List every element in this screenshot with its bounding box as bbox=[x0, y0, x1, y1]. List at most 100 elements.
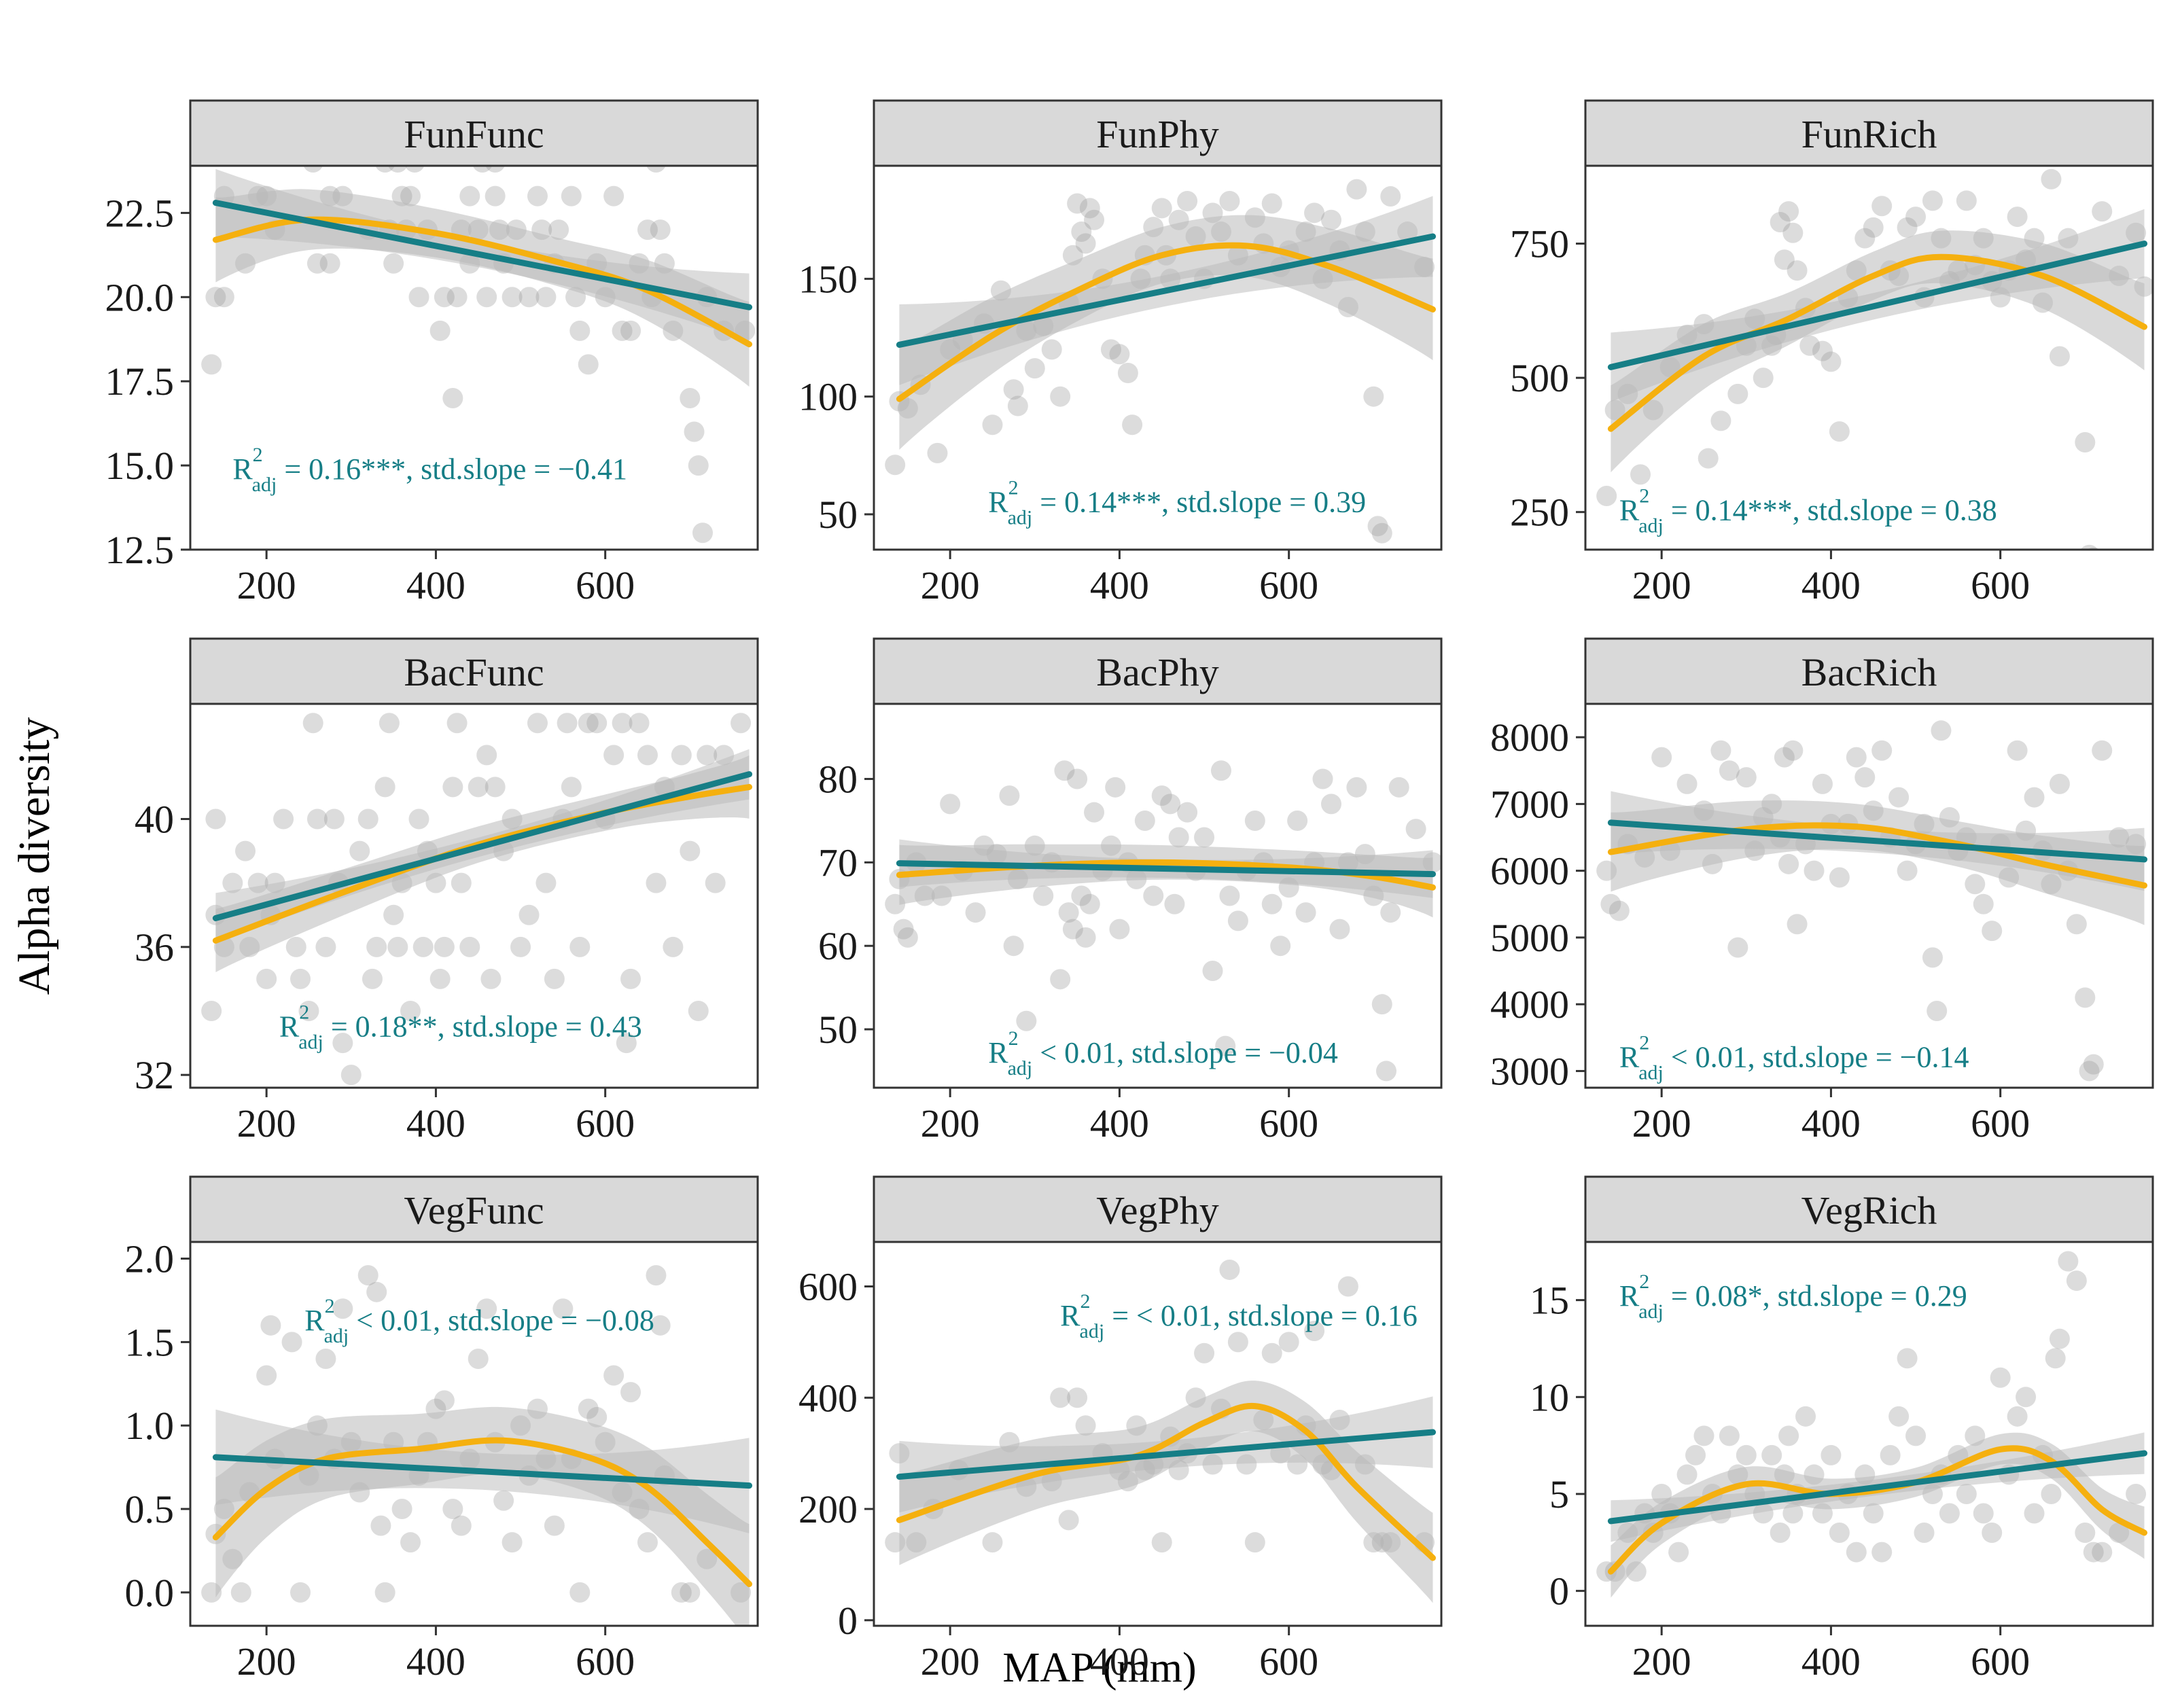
data-point bbox=[485, 166, 505, 173]
data-point bbox=[650, 1315, 671, 1336]
x-tick-label: 400 bbox=[1801, 1639, 1861, 1684]
data-point bbox=[374, 1582, 395, 1603]
data-point bbox=[1405, 819, 1426, 840]
data-point bbox=[897, 927, 918, 948]
data-point bbox=[544, 968, 565, 989]
y-tick-label: 100 bbox=[798, 375, 858, 419]
data-point bbox=[1774, 249, 1795, 270]
smooth-fit-line bbox=[212, 1437, 752, 1588]
y-tick-label: 5 bbox=[1549, 1472, 1569, 1516]
x-tick-label: 200 bbox=[1632, 563, 1691, 607]
data-point bbox=[2007, 207, 2028, 228]
data-point bbox=[1105, 777, 1126, 798]
panel-border bbox=[189, 1241, 759, 1627]
data-point bbox=[2007, 1406, 2028, 1427]
x-tick-label: 600 bbox=[1971, 1101, 2030, 1145]
data-point bbox=[569, 1582, 591, 1603]
data-point bbox=[374, 777, 395, 798]
data-point bbox=[1846, 1542, 1867, 1563]
data-point bbox=[1346, 777, 1367, 798]
data-point bbox=[1219, 885, 1240, 906]
y-tick-label: 12.5 bbox=[105, 528, 175, 572]
facet-strip bbox=[873, 637, 1443, 705]
data-point bbox=[688, 455, 709, 476]
data-point bbox=[1782, 1503, 1804, 1524]
data-point bbox=[578, 713, 599, 734]
data-point bbox=[927, 442, 948, 463]
data-point bbox=[442, 1499, 463, 1520]
y-tick-label: 0 bbox=[838, 1599, 858, 1643]
panel-border bbox=[189, 702, 759, 1089]
y-tick-label: 200 bbox=[798, 1487, 858, 1531]
data-point bbox=[323, 808, 345, 830]
data-point bbox=[375, 166, 395, 173]
data-point bbox=[290, 968, 311, 989]
data-point bbox=[680, 840, 701, 861]
data-point bbox=[1194, 1342, 1215, 1364]
data-point bbox=[2058, 1251, 2079, 1272]
data-point bbox=[1770, 211, 1791, 232]
data-point bbox=[1054, 760, 1075, 781]
linear-fit-line bbox=[212, 1454, 753, 1489]
facet-title: VegPhy bbox=[1096, 1188, 1218, 1232]
data-point bbox=[1668, 1542, 1689, 1563]
data-point bbox=[1151, 785, 1172, 806]
data-point bbox=[2092, 201, 2113, 222]
data-point bbox=[1897, 860, 1918, 881]
data-point bbox=[315, 1348, 336, 1369]
y-tick-label: 500 bbox=[1510, 356, 1569, 400]
data-point bbox=[982, 1532, 1003, 1553]
data-point bbox=[1973, 1503, 1994, 1524]
data-point bbox=[1922, 947, 1943, 968]
data-point bbox=[2080, 544, 2098, 550]
data-point bbox=[1227, 1332, 1248, 1353]
data-point bbox=[965, 902, 986, 923]
data-point bbox=[1965, 874, 1986, 895]
data-point bbox=[502, 1532, 523, 1553]
data-point bbox=[332, 1033, 353, 1054]
data-point bbox=[1630, 464, 1651, 485]
data-point bbox=[319, 253, 340, 274]
data-point bbox=[1346, 179, 1367, 200]
y-tick-label: 15 bbox=[1530, 1279, 1569, 1323]
data-point bbox=[893, 919, 914, 940]
facet-title: FunFunc bbox=[404, 112, 544, 156]
data-point bbox=[1693, 1425, 1715, 1446]
data-point bbox=[1888, 787, 1910, 808]
data-point bbox=[1375, 1061, 1396, 1082]
data-point bbox=[256, 1365, 277, 1386]
data-point bbox=[213, 287, 234, 308]
x-tick-label: 200 bbox=[1632, 1101, 1691, 1145]
data-point bbox=[2126, 1483, 2147, 1504]
data-point bbox=[1261, 893, 1282, 914]
data-point bbox=[1219, 1259, 1240, 1280]
data-point bbox=[366, 936, 387, 957]
data-point bbox=[1829, 421, 1850, 442]
data-point bbox=[1041, 339, 1062, 360]
data-point bbox=[1782, 222, 1804, 243]
linear-fit-line bbox=[896, 1429, 1437, 1480]
data-point bbox=[2083, 1542, 2104, 1563]
y-tick-label: 400 bbox=[798, 1376, 858, 1420]
data-point bbox=[1905, 207, 1927, 228]
data-point bbox=[2049, 1328, 2070, 1349]
facet-title: FunPhy bbox=[1096, 112, 1219, 156]
data-point bbox=[697, 745, 718, 766]
data-point bbox=[603, 185, 625, 207]
data-point bbox=[434, 287, 455, 308]
data-point bbox=[527, 713, 548, 734]
data-point bbox=[256, 968, 277, 989]
x-tick-label: 400 bbox=[1090, 1101, 1149, 1145]
plot-layer bbox=[1596, 168, 2153, 550]
data-point bbox=[1024, 358, 1045, 379]
data-point bbox=[1863, 217, 1884, 238]
facet-bacrich: BacRich 200 400 600 3000 4000 5000 6000 7000 8000… bbox=[1490, 637, 2154, 1145]
data-point bbox=[412, 936, 434, 957]
facet-vegrich: VegRich 200 400 600 0 5 10 15 R2 adj = 0.08*, std… bbox=[1530, 1175, 2154, 1684]
linear-fit-line bbox=[212, 771, 753, 921]
data-point bbox=[1304, 1321, 1325, 1342]
data-point bbox=[603, 1365, 625, 1386]
data-point bbox=[1261, 193, 1282, 214]
data-point bbox=[1050, 1387, 1071, 1408]
data-point bbox=[518, 287, 540, 308]
